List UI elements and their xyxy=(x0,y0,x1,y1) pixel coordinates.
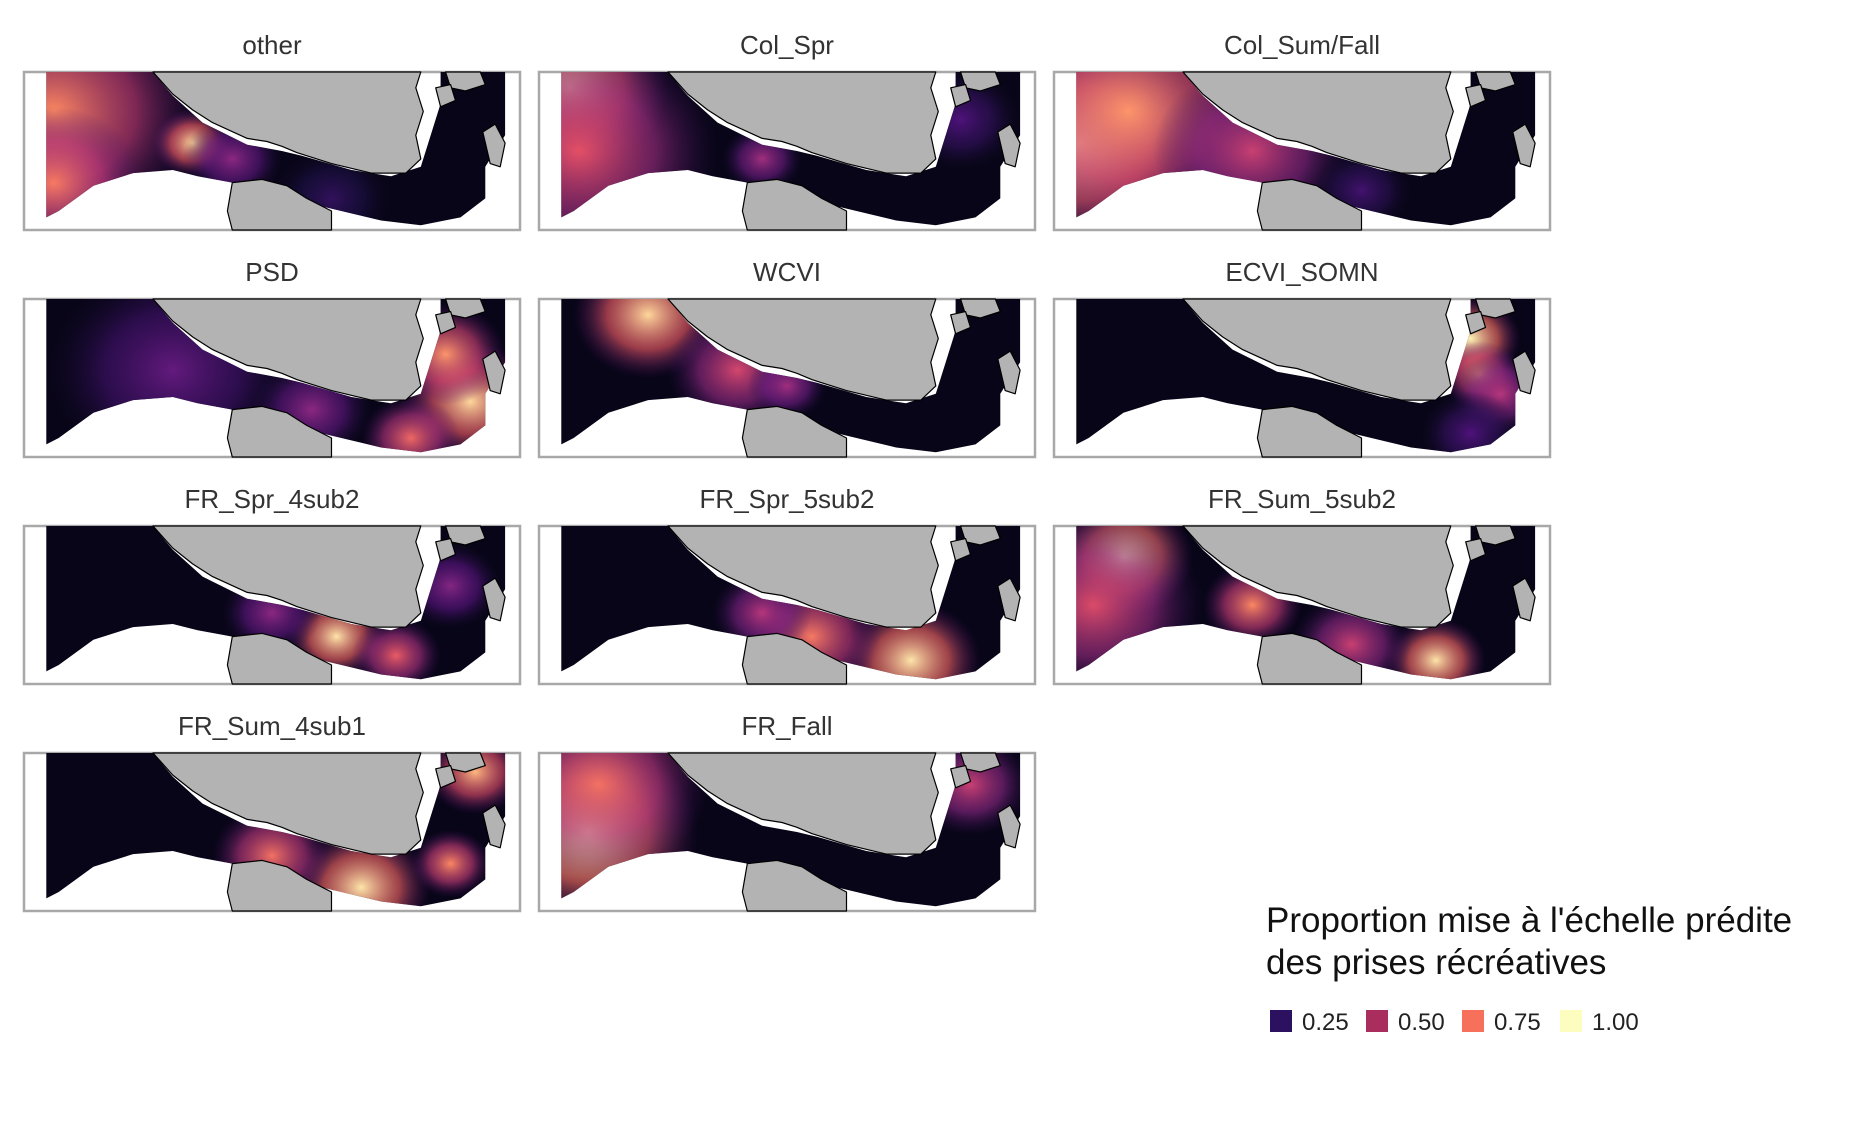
land-polygon xyxy=(1465,83,1487,108)
land-polygon xyxy=(152,752,424,855)
panel-title: FR_Spr_5sub2 xyxy=(700,484,875,514)
land-polygon xyxy=(667,525,939,628)
map-panel: FR_Sum_5sub2 xyxy=(1052,484,1552,686)
panel-title: ECVI_SOMN xyxy=(1225,257,1378,287)
land-polygon xyxy=(1512,123,1536,168)
land-polygon xyxy=(741,405,848,458)
panel-title: PSD xyxy=(245,257,298,287)
land-polygon xyxy=(1182,298,1454,401)
land-polygon xyxy=(482,804,506,849)
legend-key-label: 0.50 xyxy=(1398,1009,1445,1036)
legend-title-line2: des prises récréatives xyxy=(1266,943,1606,982)
legend-key-label: 1.00 xyxy=(1592,1009,1639,1036)
land-polygon xyxy=(1465,537,1487,562)
legend-title-line1: Proportion mise à l'échelle prédite xyxy=(1266,901,1792,940)
map-panel: FR_Sum_4sub1 xyxy=(22,711,522,913)
land-polygon xyxy=(667,71,939,174)
panel-title: FR_Fall xyxy=(741,711,832,741)
map-panel: PSD xyxy=(22,257,522,459)
land-polygon xyxy=(1182,71,1454,174)
map-panel: Col_Spr xyxy=(537,30,1037,232)
land-polygon xyxy=(950,83,972,108)
land-polygon xyxy=(1256,632,1363,685)
land-polygon xyxy=(997,350,1021,395)
land-polygon xyxy=(435,537,457,562)
land-polygon xyxy=(152,298,424,401)
land-polygon xyxy=(667,298,939,401)
land-polygon xyxy=(741,859,848,912)
legend-key-label: 0.25 xyxy=(1302,1009,1349,1036)
land-polygon xyxy=(1256,178,1363,231)
land-polygon xyxy=(1465,311,1487,335)
panel-title: Col_Sum/Fall xyxy=(1224,30,1380,60)
map-panel: FR_Spr_4sub2 xyxy=(22,484,522,686)
land-polygon xyxy=(950,537,972,562)
facet-panels: other Col_Spr Col_Sum/Fall PSD WCVI ECVI_SOMN… xyxy=(22,30,1552,913)
land-polygon xyxy=(1512,350,1536,395)
panel-title: WCVI xyxy=(753,257,821,287)
land-polygon xyxy=(226,178,333,231)
land-polygon xyxy=(226,859,333,912)
panel-title: other xyxy=(242,30,302,60)
land-polygon xyxy=(997,123,1021,168)
legend-key-swatch xyxy=(1366,1010,1388,1032)
land-polygon xyxy=(950,764,972,789)
legend-keys: 0.25 0.50 0.75 1.00 xyxy=(1270,1009,1639,1036)
land-polygon xyxy=(741,178,848,231)
land-polygon xyxy=(152,525,424,628)
land-polygon xyxy=(435,764,457,789)
land-polygon xyxy=(667,752,939,855)
color-legend: Proportion mise à l'échelle prédite des … xyxy=(1266,901,1792,1036)
map-panel: Col_Sum/Fall xyxy=(1052,30,1552,232)
legend-key-label: 0.75 xyxy=(1494,1009,1541,1036)
land-polygon xyxy=(1182,525,1454,628)
land-polygon xyxy=(482,350,506,395)
panel-title: FR_Sum_5sub2 xyxy=(1208,484,1396,514)
panel-title: FR_Sum_4sub1 xyxy=(178,711,366,741)
map-panel: WCVI xyxy=(537,257,1037,459)
land-polygon xyxy=(226,632,333,685)
land-polygon xyxy=(741,632,848,685)
land-polygon xyxy=(997,577,1021,622)
legend-key-swatch xyxy=(1560,1010,1582,1032)
legend-key-swatch xyxy=(1462,1010,1484,1032)
map-panel: ECVI_SOMN xyxy=(1052,257,1552,459)
panel-title: FR_Spr_4sub2 xyxy=(185,484,360,514)
land-polygon xyxy=(1512,577,1536,622)
land-polygon xyxy=(226,405,333,458)
map-panel: other xyxy=(22,30,522,232)
land-polygon xyxy=(435,83,457,108)
land-polygon xyxy=(997,804,1021,849)
panel-title: Col_Spr xyxy=(740,30,834,60)
land-polygon xyxy=(1256,405,1363,458)
land-polygon xyxy=(152,71,424,174)
land-polygon xyxy=(482,577,506,622)
map-panel: FR_Spr_5sub2 xyxy=(537,484,1037,686)
legend-key-swatch xyxy=(1270,1010,1292,1032)
map-panel: FR_Fall xyxy=(537,711,1037,913)
land-polygon xyxy=(482,123,506,168)
land-polygon xyxy=(950,311,972,335)
land-polygon xyxy=(435,311,457,335)
